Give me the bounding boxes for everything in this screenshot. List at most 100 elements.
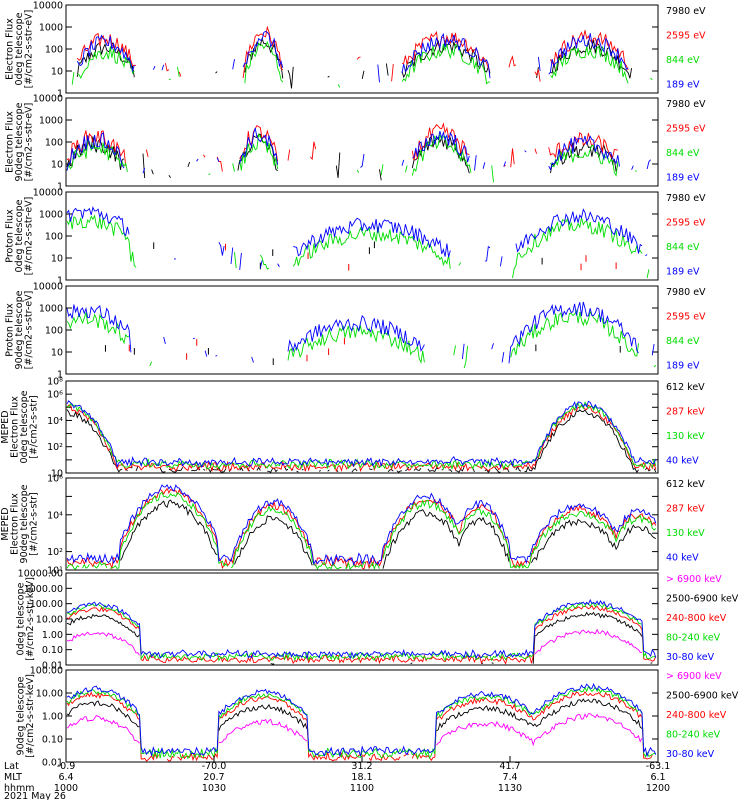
legend-entry: 240-800 keV [666,613,727,624]
y-tick-label: 10000.00 [18,569,63,580]
y-tick-label: 10⁴ [47,510,63,521]
x-tick-lat: 41.7 [499,761,520,772]
y-axis-label: [#/cm2-s-str-eV] [24,10,35,89]
y-axis-label: [#/cm2-s-str-keV] [25,577,36,661]
y-tick-label: 100 [45,232,63,243]
y-tick-label: 10000 [33,188,63,199]
legend-entry: 40 keV [666,456,699,467]
y-tick-label: 0.10 [42,645,63,656]
panel-frame-p6 [65,477,659,571]
panel-border-p4 [65,285,659,375]
panel-border-p3 [65,191,659,281]
series-line-p6-0 [120,499,657,569]
legend-entry: 612 keV [666,382,705,393]
y-tick-label: 1000 [39,23,63,34]
y-tick-label: 1.00 [42,712,63,723]
y-tick-label: 1000 [39,210,63,221]
x-row-label: hhmm [4,783,35,794]
x-tick-mlt: 18.1 [351,772,372,783]
x-tick-hhmm: 1030 [202,783,226,794]
y-tick-label: 10⁸ [47,377,63,388]
y-axis-label: [#/cm2-s-str] [28,395,39,458]
panel-border-p1 [65,4,659,94]
x-tick-hhmm: 1100 [350,783,374,794]
y-tick-label: 1 [57,370,63,381]
legend-entry: 80-240 keV [666,730,721,741]
series-line-p3-3 [67,208,652,271]
legend-entry: 844 eV [666,55,700,66]
legend-entry: 240-800 keV [666,710,727,721]
legend-entry: 287 keV [666,407,705,418]
series-line-p7-2 [66,604,657,665]
y-tick-label: 10 [51,348,63,359]
legend-entry: 2595 eV [666,31,706,42]
y-tick-label: 10 [51,469,63,480]
legend-entry: 7980 eV [666,99,706,110]
series-line-p5-1 [66,404,657,473]
panel-frame-p3 [65,191,659,281]
legend-entry: 2500-6900 keV [666,594,739,605]
y-axis-label: MEPED [0,410,11,443]
legend-entry: 130 keV [666,431,705,442]
y-tick-label: 100 [45,138,63,149]
x-tick-hhmm: 1000 [54,783,78,794]
y-axis-label: 0deg telescope [14,199,25,272]
y-tick-label: 1.00 [42,630,63,641]
series-line-p5-2 [66,401,657,471]
y-axis-label: Electron Flux [5,18,16,80]
y-axis-label: [#/cm2-s-str-eV] [24,103,35,182]
x-row-label: MLT [4,772,22,783]
panel-border-p2 [65,97,659,187]
legend-entry: 844 eV [666,242,700,253]
y-tick-label: 1 [57,182,63,193]
y-axis-label: 90deg telescope [14,290,25,369]
series-line-p7-4 [66,598,657,660]
legend-entry: > 6900 keV [666,574,722,585]
series-line-p7-1 [66,611,653,665]
legend-entry: 7980 eV [666,287,706,298]
panel-frame-p4 [65,285,659,375]
panel-frame-p7 [65,572,659,666]
y-axis-label: 0deg telescope [15,582,26,655]
y-tick-label: 10 [51,67,63,78]
x-row-label: Lat [4,761,19,772]
y-tick-label: 1 [57,89,63,100]
y-axis-label: Electron Flux [9,396,20,458]
x-tick-hhmm: 1200 [646,783,670,794]
legend-entry: 612 keV [666,479,705,490]
y-axis-label: 90deg telescope [19,484,30,563]
y-axis-label: MEPED [0,507,11,540]
legend-entry: 287 keV [666,504,705,515]
legend-entry: 189 eV [666,361,700,372]
series-line-p7-3 [66,602,656,662]
y-axis-label: [#/cm2-s-str-eV] [24,197,35,276]
legend-entry: 80-240 keV [666,633,721,644]
y-tick-label: 1000 [39,304,63,315]
series-line-p8-4 [66,683,657,758]
y-axis-label: 0deg telescope [19,390,30,463]
series-line-p8-0 [66,713,643,747]
y-tick-label: 10² [47,547,63,558]
y-tick-label: 100 [45,326,63,337]
y-axis-label: Electron Flux [5,111,16,173]
x-tick-lat: -63.1 [646,761,671,772]
series-line-p5-3 [66,400,657,469]
series-line-p2-0 [67,134,652,180]
y-tick-label: 10000 [33,94,63,105]
y-tick-label: 0.10 [42,735,63,746]
series-line-p4-2 [66,309,657,369]
y-axis-label: [#/cm2-s-str] [28,492,39,555]
legend-entry: 40 keV [666,553,699,564]
y-tick-label: 10.00 [36,615,63,626]
y-tick-label: 1 [57,276,63,287]
panel-border-p7 [65,572,659,666]
y-axis-label: [#/cm2-s-str-eV] [24,291,35,370]
x-tick-lat: 31.2 [351,761,372,772]
legend-entry: 2595 eV [666,124,706,135]
y-axis-label: 90deg telescope [15,676,26,755]
legend-entry: 2595 eV [666,218,706,229]
legend-entry: > 6900 keV [666,671,722,682]
legend-entry: 189 eV [666,267,700,278]
legend-entry: 7980 eV [666,193,706,204]
y-tick-label: 100.00 [30,666,63,677]
